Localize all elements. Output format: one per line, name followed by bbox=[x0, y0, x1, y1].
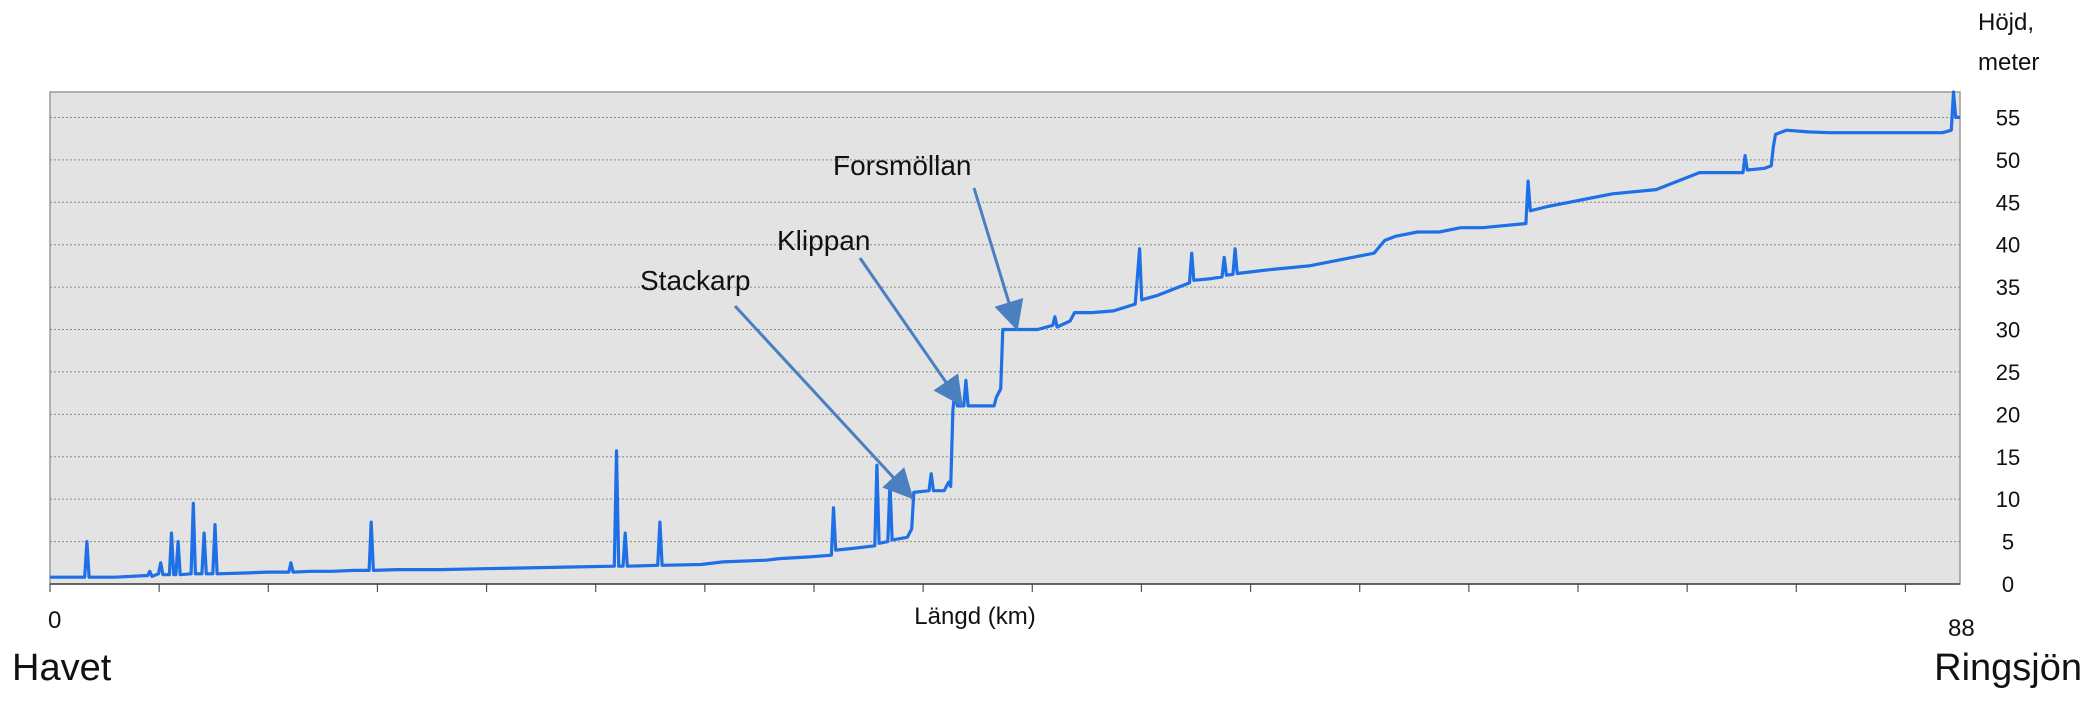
y-tick-label-10: 10 bbox=[1996, 487, 2020, 512]
y-tick-label-35: 35 bbox=[1996, 275, 2020, 300]
x-axis-minor-ticks bbox=[49, 584, 1907, 592]
annotation-label-klippan: Klippan bbox=[777, 225, 870, 256]
start-label-havet: Havet bbox=[12, 647, 112, 689]
y-tick-label-15: 15 bbox=[1996, 445, 2020, 470]
annotation-arrow-forsmöllan bbox=[972, 187, 1024, 332]
y-tick-label-40: 40 bbox=[1996, 233, 2020, 258]
y-tick-label-25: 25 bbox=[1996, 360, 2020, 385]
y-tick-label-30: 30 bbox=[1996, 318, 2020, 343]
annotation-label-stackarp: Stackarp bbox=[640, 265, 751, 296]
annotation-label-forsmollan: Forsmöllan bbox=[833, 150, 971, 181]
y-tick-label-55: 55 bbox=[1996, 105, 2020, 130]
x-tick-label-start: 0 bbox=[48, 607, 61, 634]
y-tick-label-45: 45 bbox=[1996, 190, 2020, 215]
plot-area-background bbox=[49, 91, 1961, 585]
end-label-ringsjon: Ringsjön bbox=[1934, 647, 2082, 689]
y-tick-label-50: 50 bbox=[1996, 148, 2020, 173]
x-axis-label: Längd (km) bbox=[914, 603, 1035, 630]
y-tick-label-20: 20 bbox=[1996, 402, 2020, 427]
annotation-arrow-stackarp bbox=[733, 304, 914, 500]
series-group bbox=[50, 90, 1960, 579]
y-tick-label-0: 0 bbox=[2002, 572, 2014, 597]
annotation-arrows bbox=[733, 187, 1024, 500]
series-line-0 bbox=[50, 90, 1960, 579]
y-axis-label-line-2: meter bbox=[1978, 49, 2039, 76]
x-tick-label-end: 88 bbox=[1948, 615, 1975, 642]
y-tick-labels: 0 5 10 15 20 25 30 35 40 45 50 55 bbox=[1996, 105, 2020, 597]
y-tick-label-5: 5 bbox=[2002, 530, 2014, 555]
annotation-arrow-klippan bbox=[858, 257, 963, 407]
y-axis-label-line-1: Höjd, bbox=[1978, 9, 2034, 36]
